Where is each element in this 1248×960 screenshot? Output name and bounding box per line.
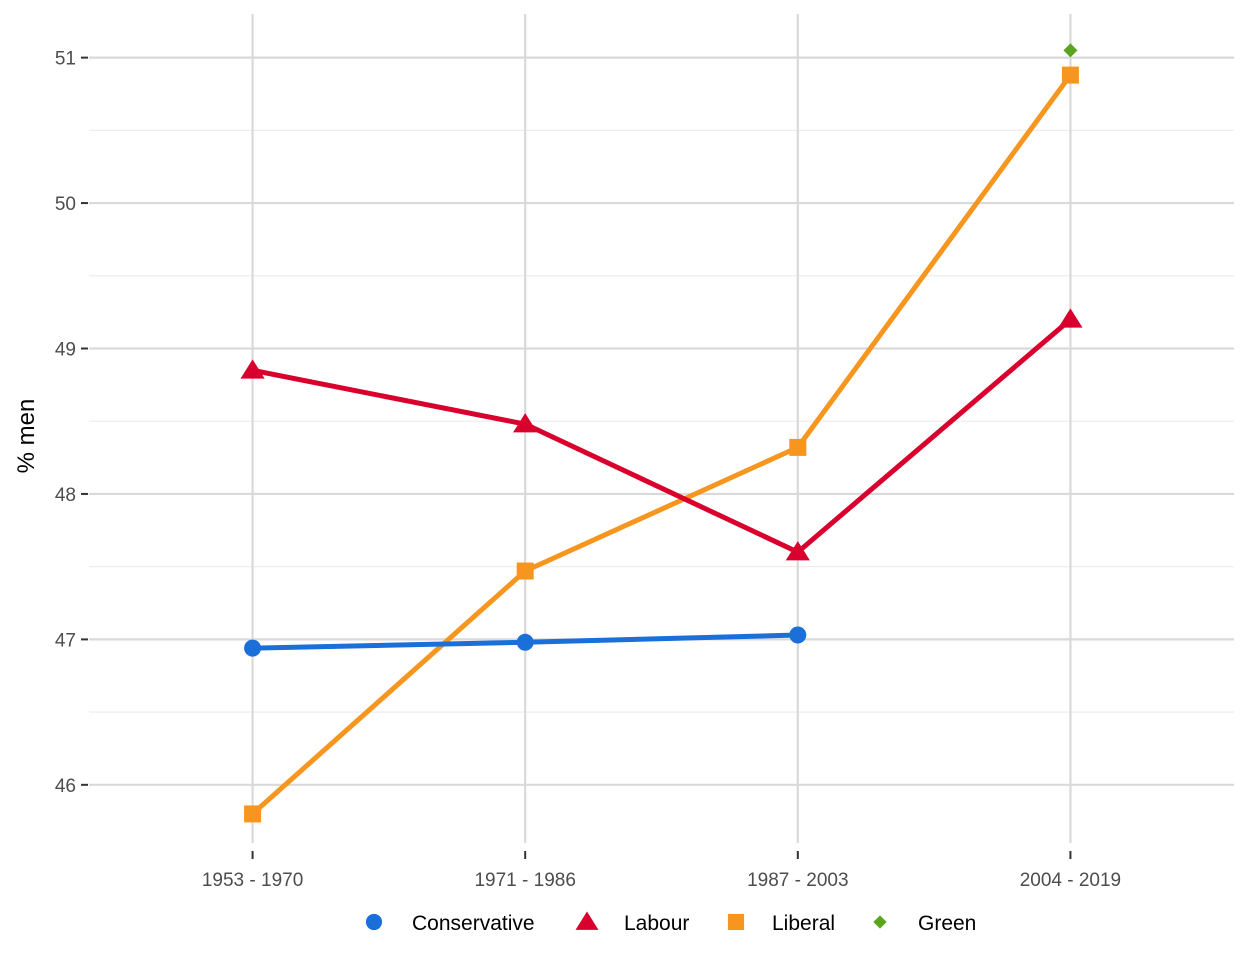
x-tick-label: 1953 - 1970 [202,870,303,891]
x-tick-label: 1987 - 2003 [747,870,848,891]
y-tick-label: 47 [55,630,76,651]
data-point-labour [240,359,265,379]
legend-key-green [873,915,887,929]
legend-label-labour: Labour [624,912,689,935]
y-tick-label: 48 [55,485,76,506]
data-point-conservative [789,626,807,644]
series-line-labour [252,317,1073,555]
legend-key-liberal [727,913,745,931]
data-point-labour [785,541,810,561]
data-point-conservative [516,633,534,651]
series-layer [240,43,1083,823]
data-point-labour [1058,308,1083,328]
data-point-liberal [516,562,534,580]
minor-gridlines [89,129,1234,713]
data-point-conservative [244,639,262,657]
x-tick-label: 2004 - 2019 [1020,870,1121,891]
y-axis: 46 47 48 49 50 51 [55,49,88,797]
data-point-labour [513,413,538,433]
data-point-green [1063,43,1078,58]
y-tick-label: 49 [55,340,76,361]
x-tick-label: 1971 - 1986 [474,870,575,891]
data-point-liberal [1061,66,1079,84]
legend-key-conservative [365,913,383,931]
legend-label-liberal: Liberal [772,912,835,935]
series-line-liberal [250,73,1073,816]
data-point-liberal [789,438,807,456]
y-tick-label: 51 [55,49,76,70]
legend-label-conservative: Conservative [412,912,535,935]
legend-key-labour [575,911,599,930]
x-axis: 1953 - 1970 1971 - 1986 1987 - 2003 2004 - … [202,851,1121,891]
y-tick-label: 50 [55,194,76,215]
y-axis-title: % men [13,399,40,474]
legend: Conservative Labour Liberal Green [365,911,976,935]
data-point-liberal [244,805,262,823]
legend-label-green: Green [918,912,976,935]
y-tick-label: 46 [55,776,76,797]
major-gridlines [89,14,1234,843]
